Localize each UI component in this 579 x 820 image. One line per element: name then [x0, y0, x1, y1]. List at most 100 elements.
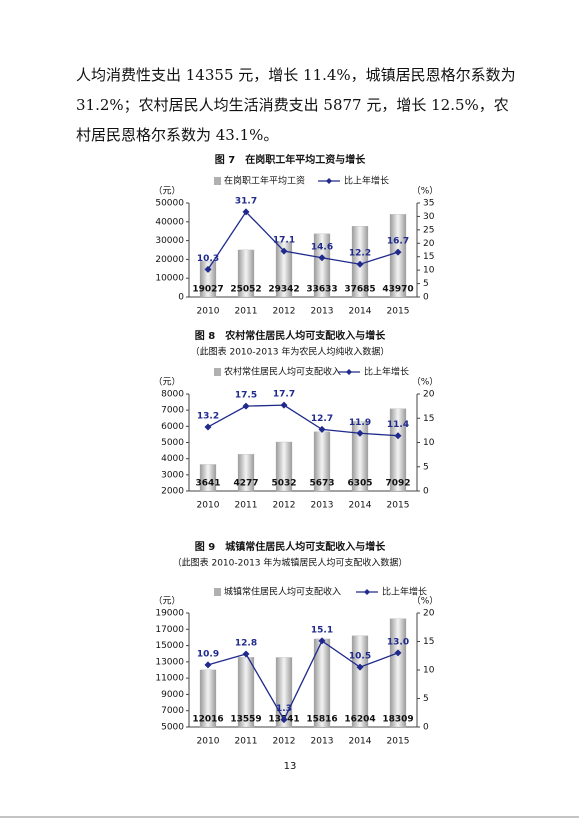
y-axis-label: （元） — [153, 186, 180, 197]
y-tick-label: 8000 — [161, 390, 184, 400]
bar-value-label: 13559 — [230, 715, 261, 725]
y2-tick-label: 20 — [423, 239, 435, 249]
y-tick-label: 3000 — [161, 470, 184, 480]
line — [207, 210, 399, 270]
y-tick-label: 9000 — [161, 690, 184, 700]
y-tick-label: 11000 — [155, 674, 184, 684]
x-tick-label: 2014 — [349, 737, 372, 747]
x-tick-label: 2015 — [387, 737, 410, 747]
y-tick-label: 5000 — [161, 723, 184, 733]
legend-swatch — [214, 588, 221, 596]
x-tick-label: 2013 — [311, 737, 334, 747]
y2-tick-label: 5 — [423, 694, 429, 704]
line-value-label: 1.3 — [276, 704, 292, 714]
x-tick-label: 2013 — [311, 501, 334, 511]
bar — [275, 241, 293, 298]
y-tick-label: 2000 — [161, 487, 184, 497]
line-marker — [242, 402, 250, 410]
line-marker — [318, 425, 326, 433]
y2-axis-label: （%） — [412, 596, 439, 607]
bar — [199, 464, 217, 492]
bar — [351, 635, 369, 728]
x-tick-label: 2011 — [235, 307, 258, 317]
line-marker — [242, 650, 250, 658]
line-marker — [356, 260, 364, 268]
y-tick-label: 17000 — [155, 625, 184, 635]
line-marker — [280, 401, 288, 409]
line-marker — [318, 254, 326, 262]
legend-marker — [346, 369, 352, 375]
x-tick-label: 2013 — [311, 307, 334, 317]
bar — [389, 214, 407, 298]
y2-tick-label: 15 — [423, 414, 434, 424]
line-marker — [204, 661, 212, 669]
x-tick-label: 2015 — [387, 501, 410, 511]
bar — [351, 421, 369, 492]
legend-marker — [326, 178, 332, 184]
y2-tick-label: 25 — [423, 225, 434, 235]
bar — [237, 454, 255, 492]
y-tick-label: 5000 — [161, 438, 184, 448]
line-value-label: 31.7 — [235, 196, 257, 206]
y-tick-label: 7000 — [161, 706, 184, 716]
line-value-label: 12.8 — [235, 639, 257, 649]
y-tick-label: 20000 — [155, 255, 184, 265]
line-value-label: 13.0 — [387, 637, 409, 647]
chart-title: 图 7 在岗职工年平均工资与增长 — [215, 153, 366, 166]
y-tick-label: 30000 — [155, 236, 184, 246]
bar-value-label: 5032 — [271, 479, 296, 489]
line-marker — [204, 265, 212, 273]
bar — [275, 441, 293, 492]
y2-tick-label: 10 — [423, 666, 435, 676]
bar-value-label: 4277 — [233, 479, 258, 489]
y2-tick-label: 35 — [423, 199, 434, 209]
x-tick-label: 2011 — [235, 737, 258, 747]
y-tick-label: 6000 — [161, 422, 184, 432]
y-tick-label: 13000 — [155, 657, 184, 667]
x-tick-label: 2014 — [349, 501, 372, 511]
line — [207, 404, 399, 437]
line-value-label: 17.1 — [273, 236, 295, 246]
bar-value-label: 3641 — [195, 479, 220, 489]
y2-tick-label: 10 — [423, 438, 435, 448]
x-tick-label: 2011 — [235, 501, 258, 511]
bar-value-label: 43970 — [382, 285, 413, 295]
x-tick-label: 2012 — [273, 737, 296, 747]
y2-tick-label: 10 — [423, 266, 435, 276]
x-tick-label: 2010 — [197, 737, 220, 747]
line-value-label: 17.7 — [273, 390, 295, 400]
line-value-label: 10.3 — [197, 254, 219, 264]
line — [207, 639, 399, 721]
bar — [389, 618, 407, 728]
line-value-label: 12.7 — [311, 414, 333, 424]
legend-label: 农村常住居民人均可支配收入 — [224, 366, 341, 378]
line-value-label: 17.5 — [235, 391, 257, 401]
chart-subtitle: （此图表 2010-2013 年为农民人均纯收入数据） — [191, 346, 390, 358]
line-value-label: 13.2 — [197, 411, 219, 421]
x-tick-label: 2010 — [197, 307, 220, 317]
line-value-label: 14.6 — [311, 242, 333, 252]
y2-tick-label: 20 — [423, 609, 435, 619]
y2-tick-label: 15 — [423, 252, 434, 262]
legend-marker — [364, 589, 370, 595]
x-tick-label: 2014 — [349, 307, 372, 317]
y-axis-label: （元） — [153, 596, 180, 607]
line-marker — [318, 637, 326, 645]
x-tick-label: 2012 — [273, 501, 296, 511]
y-tick-label: 19000 — [155, 609, 184, 619]
bar-value-label: 7092 — [385, 479, 410, 489]
y2-axis-label: （%） — [412, 377, 439, 388]
bar — [313, 233, 331, 298]
chart-title: 图 8 农村常住居民人均可支配收入与增长 — [195, 329, 386, 342]
y2-tick-label: 5 — [423, 279, 429, 289]
bar — [389, 408, 407, 492]
bar-value-label: 37685 — [344, 285, 375, 295]
y2-tick-label: 0 — [423, 293, 429, 303]
line-value-label: 11.9 — [349, 418, 371, 428]
line-value-label: 11.4 — [387, 420, 409, 430]
y-tick-label: 10000 — [155, 274, 184, 284]
y-tick-label: 7000 — [161, 406, 184, 416]
chart-subtitle: （此图表 2010-2013 年为城镇居民人均可支配收入数据） — [173, 557, 408, 569]
